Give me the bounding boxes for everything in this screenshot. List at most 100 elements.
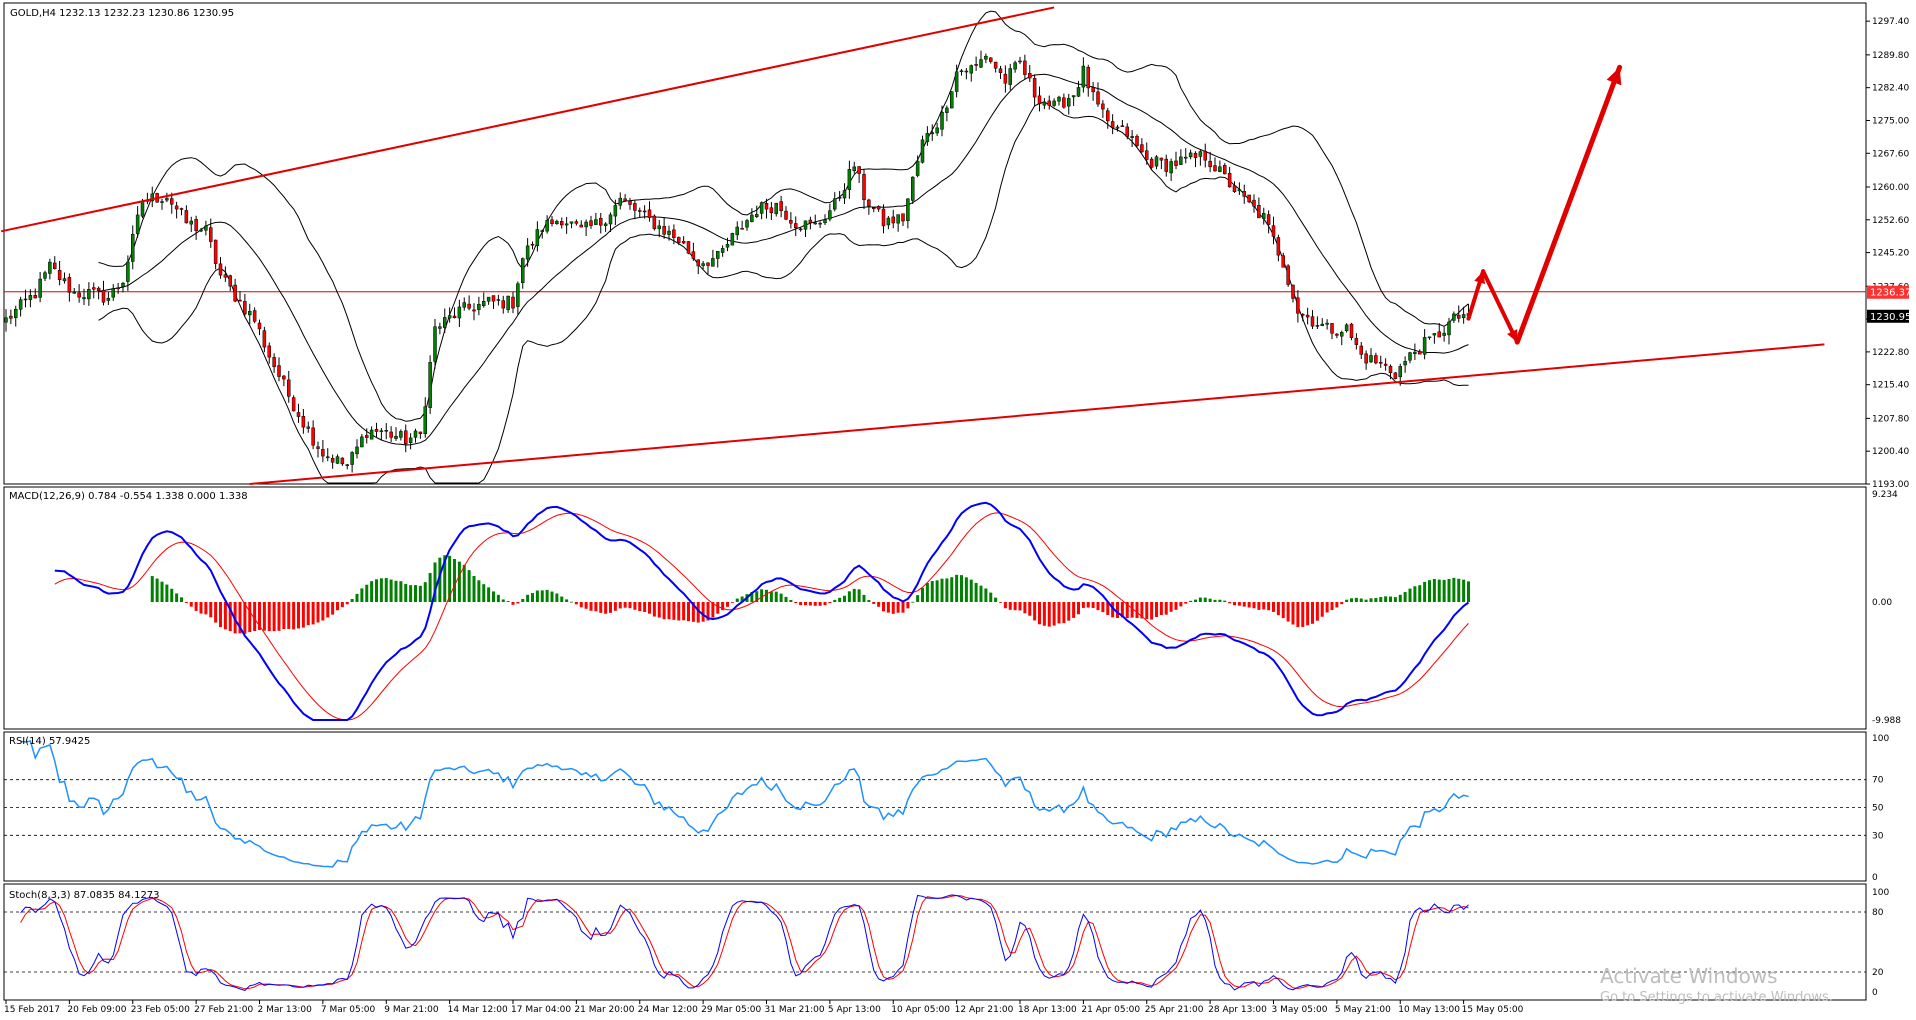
candle-body — [301, 416, 306, 428]
candle — [1262, 207, 1266, 225]
candle — [662, 217, 666, 239]
macd-histogram-bar — [652, 602, 656, 617]
macd-histogram-bar — [428, 573, 432, 602]
stoch-panel-header: Stoch(8,3,3) 87.0835 84.1273 — [9, 890, 160, 901]
macd-histogram-bar — [852, 588, 856, 602]
candle-body — [1130, 136, 1134, 138]
time-axis-label: 14 Mar 12:00 — [448, 1005, 508, 1015]
rsi-line — [20, 740, 1469, 868]
candle-body — [14, 308, 18, 318]
candle — [876, 205, 881, 212]
macd-histogram-bar — [1135, 602, 1139, 619]
candle-body — [243, 301, 247, 315]
candle-body — [701, 263, 705, 266]
candle-body — [998, 68, 1003, 73]
candle-body — [53, 262, 57, 269]
candle — [1227, 166, 1232, 188]
candle — [1388, 364, 1393, 380]
candle — [92, 282, 96, 299]
candle — [623, 194, 627, 203]
candle — [1379, 355, 1383, 368]
candle-body — [423, 406, 427, 434]
candle — [1315, 316, 1320, 329]
macd-histogram-bar — [877, 602, 881, 607]
candle-body — [179, 208, 184, 210]
candle — [1252, 194, 1256, 213]
macd-histogram-bar — [867, 600, 871, 602]
candle — [1042, 98, 1047, 110]
macd-histogram-bar — [1423, 581, 1427, 602]
macd-histogram-bar — [1369, 598, 1373, 602]
candle-body — [1106, 110, 1110, 122]
macd-histogram-bar — [769, 591, 773, 602]
candle — [1218, 160, 1222, 173]
macd-histogram-bar — [1140, 602, 1144, 619]
macd-histogram-bar — [891, 602, 895, 614]
macd-histogram-bar — [1281, 602, 1285, 619]
current-price-label: 1230.95 — [1870, 312, 1911, 323]
candle — [1164, 154, 1168, 177]
candle — [1418, 349, 1422, 355]
candle-body — [1413, 351, 1417, 355]
macd-histogram-bar — [1067, 602, 1071, 621]
macd-histogram-bar — [453, 559, 456, 602]
candle — [521, 257, 525, 289]
candle-body — [1393, 372, 1398, 379]
candle-body — [418, 431, 423, 434]
macd-histogram-bar — [1384, 596, 1388, 602]
macd-histogram-bar — [945, 578, 949, 602]
macd-histogram-bar — [1325, 602, 1329, 613]
macd-histogram-bar — [555, 593, 559, 602]
candle — [447, 307, 452, 323]
macd-histogram-bar — [277, 602, 281, 631]
candle — [443, 308, 447, 333]
candle — [745, 218, 749, 231]
macd-histogram-bar — [311, 602, 315, 625]
candle-body — [886, 217, 891, 226]
candle — [257, 319, 262, 336]
candle — [794, 216, 798, 237]
macd-histogram-bar — [423, 582, 427, 602]
candle-body — [326, 456, 330, 459]
candle-body — [872, 207, 876, 209]
candle-body — [1237, 189, 1242, 192]
candle-body — [1208, 160, 1212, 168]
macd-histogram-bar — [404, 584, 408, 602]
candle — [1047, 95, 1051, 110]
candle-body — [633, 203, 637, 211]
candle-body — [1037, 95, 1042, 104]
macd-histogram-bar — [886, 602, 890, 613]
macd-histogram-bar — [199, 602, 203, 614]
candle-body — [4, 317, 8, 323]
candle-body — [1047, 100, 1051, 106]
macd-histogram-bar — [1457, 578, 1461, 602]
level-price-label: 1236.37 — [1870, 288, 1911, 299]
macd-histogram-bar — [1208, 598, 1212, 602]
candle-body — [555, 220, 559, 225]
candle — [472, 303, 476, 321]
candle — [1286, 264, 1290, 287]
candle-body — [945, 107, 949, 113]
candle — [160, 198, 164, 210]
candle-body — [1203, 150, 1207, 161]
candle-body — [584, 221, 588, 228]
time-axis-label: 12 Apr 21:00 — [955, 1005, 1014, 1015]
time-axis-label: 24 Mar 12:00 — [638, 1005, 698, 1015]
candle-body — [87, 289, 91, 300]
macd-histogram-bar — [1379, 597, 1383, 602]
candle — [1184, 148, 1188, 164]
candle — [906, 198, 910, 229]
macd-histogram-bar — [1247, 602, 1251, 608]
macd-histogram-bar — [194, 602, 198, 611]
macd-histogram-bar — [574, 602, 578, 605]
candle — [789, 212, 793, 229]
price-axis-label: 1297.40 — [1872, 17, 1909, 27]
macd-histogram-bar — [214, 602, 218, 623]
macd-histogram-bar — [433, 562, 437, 602]
candle-body — [1159, 157, 1164, 161]
candle — [1140, 138, 1144, 153]
candle-body — [1154, 156, 1159, 167]
candle-body — [833, 198, 837, 210]
candle — [1344, 323, 1349, 333]
